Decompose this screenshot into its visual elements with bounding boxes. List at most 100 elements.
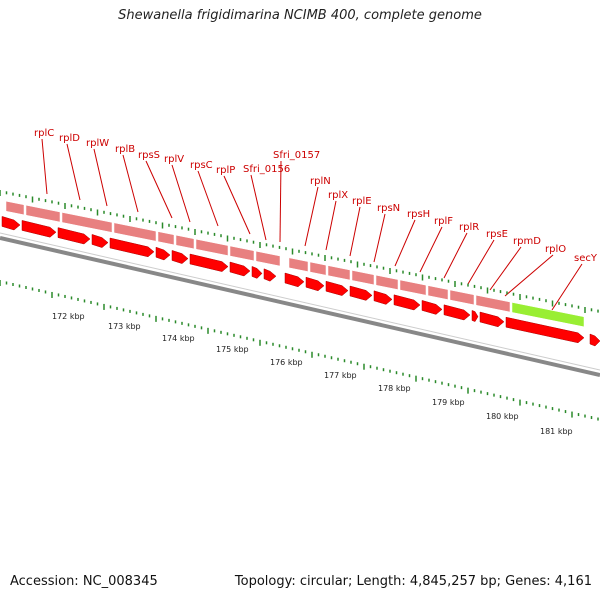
gene-label: secY — [574, 253, 598, 264]
gene-arrow — [171, 250, 189, 264]
gene-arrow — [189, 253, 229, 272]
gene-band — [449, 289, 475, 306]
scale-label: 174 kbp — [162, 334, 195, 343]
gene-band — [175, 234, 195, 250]
genome-summary: Topology: circular; Length: 4,845,257 bp… — [234, 574, 592, 589]
leader-line — [394, 219, 416, 267]
gene-label: rplF — [434, 216, 453, 227]
gene-label: rplX — [328, 190, 348, 201]
scale-label: 178 kbp — [378, 384, 411, 393]
leader-line — [41, 138, 48, 195]
leader-line — [171, 164, 191, 223]
gene-label: rplW — [86, 138, 109, 149]
gene-band — [309, 261, 327, 276]
gene-band — [351, 270, 375, 286]
gene-band — [195, 238, 229, 256]
scale-label: 176 kbp — [270, 358, 303, 367]
gene-arrow — [109, 237, 155, 258]
leader-line — [489, 246, 522, 291]
gene-band — [475, 294, 511, 313]
accession-label: Accession: NC_008345 — [10, 574, 158, 589]
gene-label: rpsH — [407, 209, 430, 220]
gene-label: rpmD — [513, 236, 541, 247]
gene-arrow — [373, 290, 393, 305]
leader-line — [197, 170, 219, 227]
gene-label: rplO — [545, 244, 566, 255]
gene-arrow — [57, 227, 91, 245]
gene-arrow — [325, 280, 349, 296]
gene-arrow — [91, 234, 109, 248]
gene-arrow — [1, 216, 21, 231]
gene-arrow — [155, 246, 171, 261]
gene-band — [399, 279, 427, 296]
leader-line — [349, 206, 361, 257]
gene-arrow — [479, 311, 505, 328]
leader-line — [223, 175, 251, 235]
gene-label: rpsE — [486, 229, 508, 240]
gene-arrow — [251, 266, 263, 279]
gene-band — [375, 274, 399, 290]
scale-label: 173 kbp — [108, 322, 141, 331]
gene-label: Sfri_0157 — [273, 150, 320, 161]
scale-label: 172 kbp — [52, 312, 85, 321]
scale-label: 181 kbp — [540, 427, 573, 436]
leader-line — [122, 154, 139, 213]
gene-arrow — [229, 261, 251, 277]
leader-line — [279, 160, 282, 243]
leader-line — [93, 148, 108, 207]
gene-arrow — [393, 294, 421, 311]
gene-band — [113, 222, 157, 242]
leader-line — [145, 160, 173, 219]
gene-arrow — [21, 220, 57, 238]
gene-label: rpsC — [190, 160, 213, 171]
genome-title: Shewanella frigidimarina NCIMB 400, comp… — [118, 8, 482, 23]
gene-label: rpsN — [377, 203, 400, 214]
scale-label: 177 kbp — [324, 371, 357, 380]
gene-band — [5, 200, 25, 216]
leader-line — [443, 232, 468, 279]
gene-band — [288, 257, 309, 272]
gene-band — [327, 265, 351, 281]
gene-arrow — [589, 333, 600, 347]
gene-arrow — [505, 316, 585, 344]
gene-arrow — [471, 310, 479, 322]
gene-label: rplR — [459, 222, 479, 233]
leader-line — [551, 263, 583, 311]
gene-label: rplN — [310, 176, 331, 187]
gene-label: Sfri_0156 — [243, 164, 290, 175]
gene-label: rplV — [164, 154, 184, 165]
leader-line — [467, 239, 495, 285]
leader-line — [250, 174, 267, 241]
gene-arrow — [263, 268, 277, 282]
leader-line — [325, 200, 337, 251]
gene-label: rpsS — [138, 150, 160, 161]
backbone-shadow — [0, 232, 600, 371]
gene-band — [25, 204, 61, 223]
gene-label: rplE — [352, 196, 372, 207]
scale-label: 179 kbp — [432, 398, 465, 407]
gene-band — [255, 250, 281, 267]
gene-arrow — [284, 272, 305, 288]
gene-band — [157, 231, 175, 246]
gene-arrow — [349, 285, 373, 301]
leader-line — [373, 213, 386, 263]
gene-arrow — [305, 276, 325, 292]
gene-arrow — [421, 300, 443, 315]
scale-label: 175 kbp — [216, 345, 249, 354]
leader-line — [504, 254, 554, 297]
gene-band-highlighted — [511, 302, 585, 328]
backbone-line — [0, 236, 600, 377]
scale-label: 180 kbp — [486, 412, 519, 421]
gene-label: rplC — [34, 128, 54, 139]
leader-line — [419, 226, 443, 273]
gene-band — [61, 212, 113, 233]
gene-label: rplD — [59, 133, 80, 144]
gene-arrow — [443, 304, 471, 321]
gene-label: rplB — [115, 144, 135, 155]
gene-label: rplP — [216, 165, 235, 176]
leader-line — [66, 143, 81, 201]
leader-line — [304, 186, 319, 247]
gene-band — [427, 285, 449, 300]
gene-band — [229, 245, 255, 262]
